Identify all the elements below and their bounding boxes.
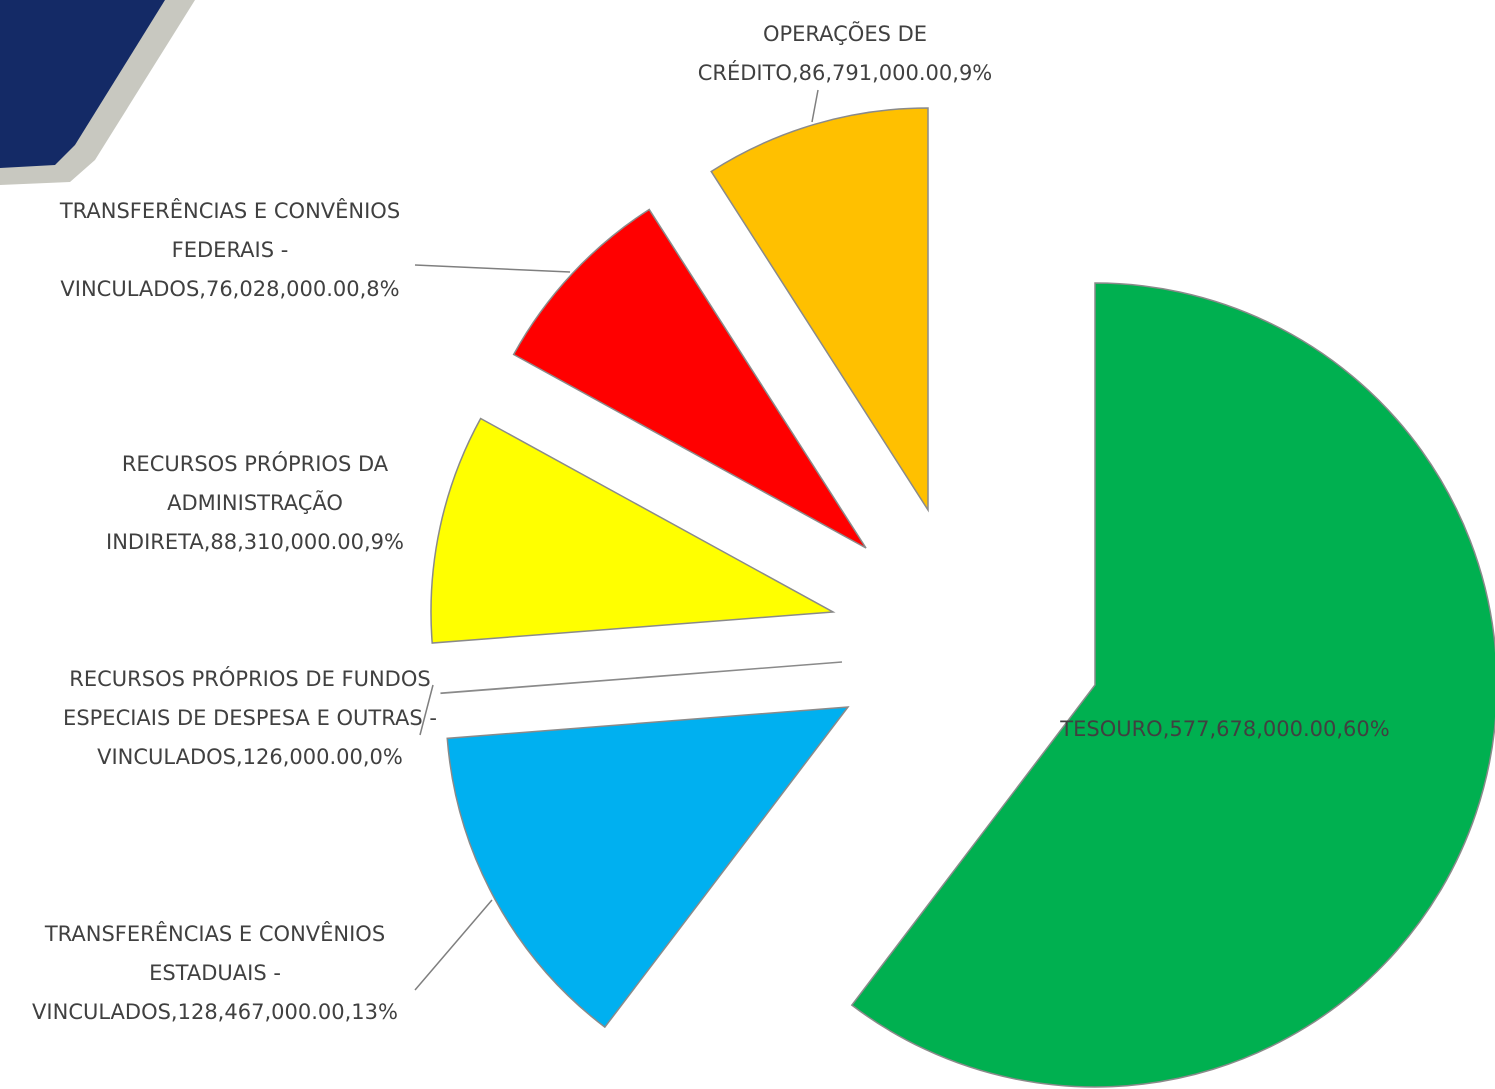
slice bbox=[440, 661, 843, 695]
slice bbox=[446, 706, 850, 1029]
slice bbox=[850, 282, 1495, 1088]
slice bbox=[710, 107, 929, 513]
slice bbox=[430, 417, 836, 644]
slices bbox=[430, 107, 1495, 1088]
decoration bbox=[0, 0, 165, 168]
data-label: OPERAÇÕES DE CRÉDITO,86,791,000.00,9% bbox=[697, 22, 993, 85]
data-label: TRANSFERÊNCIAS E CONVÊNIOS ESTADUAIS - V… bbox=[32, 922, 398, 1024]
slice bbox=[512, 208, 867, 549]
data-label: RECURSOS PRÓPRIOS DE FUNDOS ESPECIAIS DE… bbox=[63, 667, 437, 769]
leader-line bbox=[811, 89, 819, 123]
data-label: RECURSOS PRÓPRIOS DA ADMINISTRAÇÃO INDIR… bbox=[106, 452, 404, 554]
leader-line bbox=[419, 684, 434, 736]
leader-line bbox=[414, 899, 493, 991]
data-label: TESOURO,577,678,000.00,60% bbox=[1060, 717, 1390, 741]
data-label: TRANSFERÊNCIAS E CONVÊNIOS FEDERAIS - VI… bbox=[59, 199, 401, 301]
leader-line bbox=[414, 264, 571, 273]
leader-lines bbox=[414, 89, 819, 991]
